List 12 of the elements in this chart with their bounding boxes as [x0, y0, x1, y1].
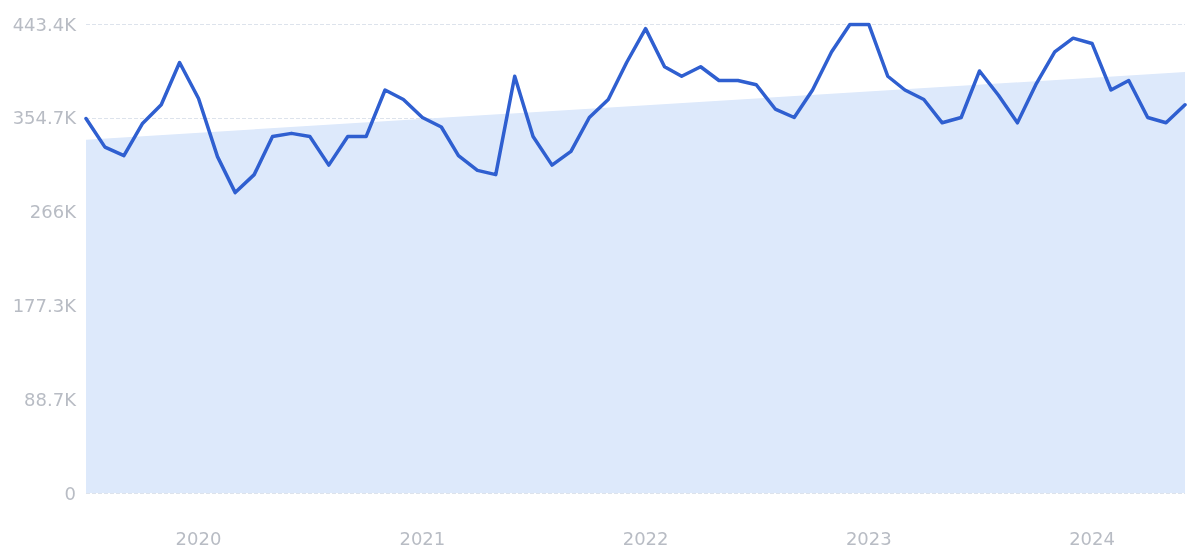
- x-tick-label: 2023: [845, 527, 892, 549]
- x-tick-label: 2021: [399, 527, 446, 549]
- x-tick-label: 2024: [1069, 527, 1115, 549]
- x-tick-label: 2020: [175, 527, 222, 549]
- y-tick-label: 177.3K: [12, 294, 78, 316]
- y-tick-label: 88.7K: [24, 388, 78, 410]
- y-tick-label: 0: [64, 482, 76, 504]
- y-tick-label: 266K: [29, 201, 78, 223]
- line-series: [84, 22, 1187, 195]
- y-tick-label: 443.4K: [12, 13, 78, 35]
- x-tick-label: 2022: [622, 527, 669, 549]
- y-tick-label: 354.7K: [12, 107, 78, 129]
